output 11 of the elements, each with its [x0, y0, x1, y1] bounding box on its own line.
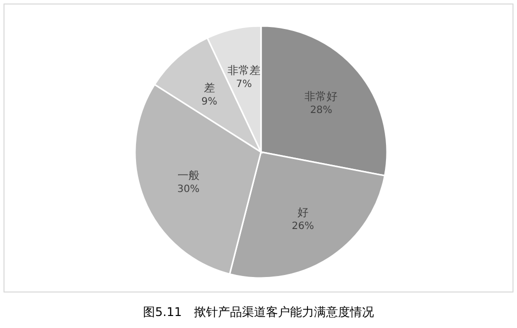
slice-label: 非常差 [227, 64, 260, 77]
data-label: 9% [201, 96, 218, 108]
data-label: 30% [177, 184, 200, 195]
data-label: 28% [310, 105, 332, 116]
slice-label: 好 [297, 206, 308, 219]
slice-label: 差 [204, 81, 215, 94]
slice-label: 一般 [177, 168, 200, 182]
slice-label: 非常好 [304, 90, 338, 104]
data-label: 7% [236, 78, 252, 90]
text: 图5.11 揿针产品渠道客户能力满意度情况 [143, 305, 374, 319]
data-label: 26% [292, 220, 314, 232]
